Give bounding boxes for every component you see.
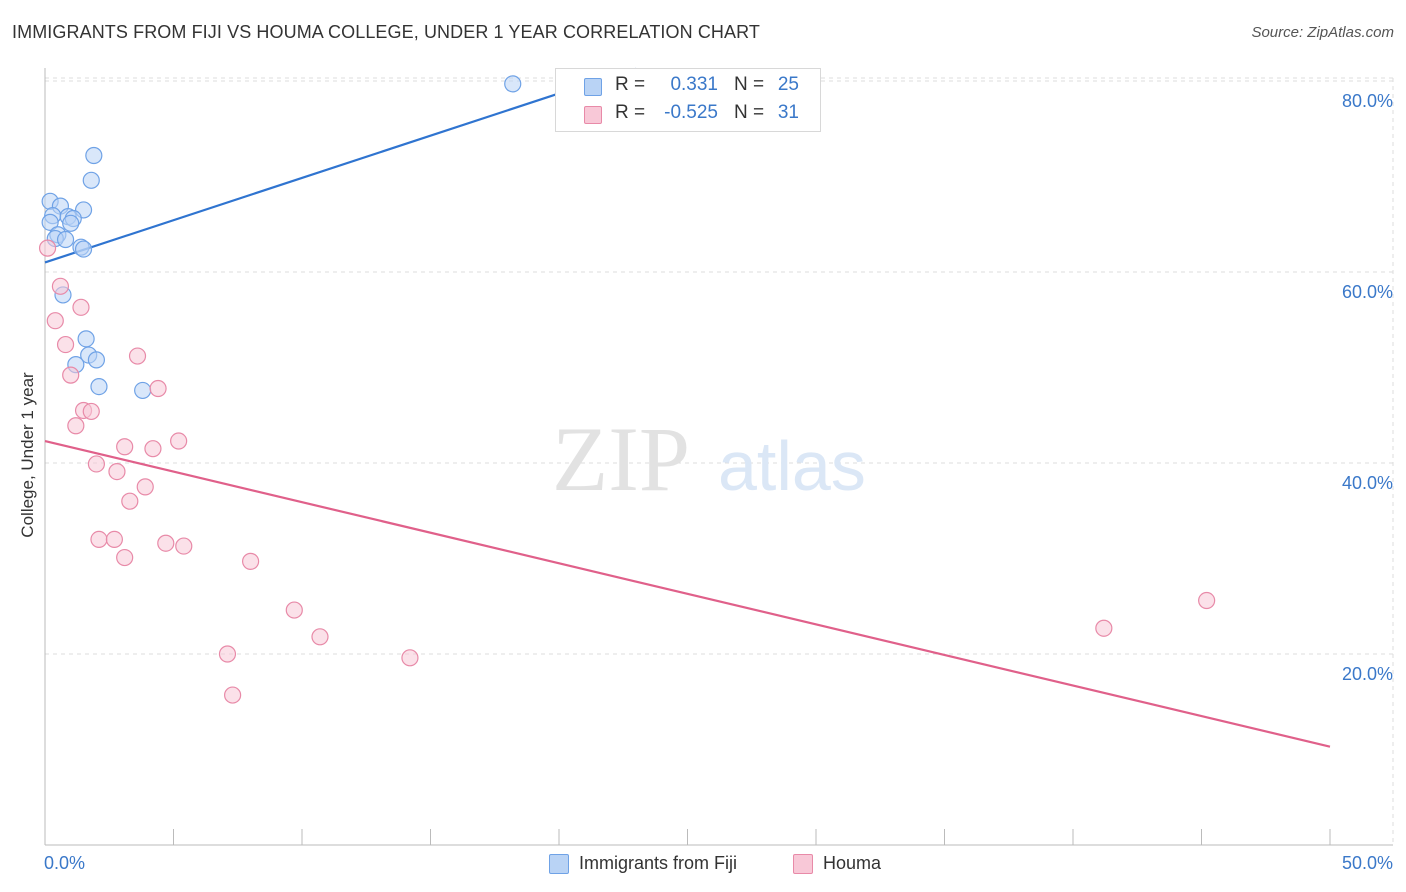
data-point-houma [401, 649, 419, 667]
data-point-fiji [134, 381, 152, 400]
data-point-houma [121, 492, 139, 510]
trend-line-houma [44, 439, 1331, 748]
data-point-fiji [504, 75, 522, 93]
legend-n-label: N = [734, 102, 765, 123]
data-point-houma [170, 432, 188, 450]
y-tick-label: 40.0% [1342, 473, 1393, 493]
legend-r-value-houma: -0.525 [664, 102, 718, 123]
legend-r-value-fiji: 0.331 [670, 74, 718, 95]
tick-labels: 0.0% 50.0% 20.0% 40.0% 60.0% 80.0% [44, 91, 1393, 873]
data-point-houma [108, 462, 126, 481]
legend-row-fiji: R = 0.331 N = 25 [556, 72, 820, 100]
y-tick-label: 60.0% [1342, 282, 1393, 302]
legend-swatch-houma [584, 106, 602, 124]
legend-n-value-houma: 31 [777, 102, 799, 123]
trend-line-fiji [44, 92, 560, 264]
data-point-houma [311, 628, 329, 646]
data-point-houma [62, 366, 80, 384]
data-point-houma [56, 335, 75, 354]
data-point-houma [128, 347, 147, 365]
data-point-fiji [56, 230, 75, 249]
series-swatch-houma [793, 854, 813, 874]
data-point-houma [90, 530, 108, 549]
legend-n-value-fiji: 25 [777, 74, 799, 95]
data-point-houma [38, 239, 57, 257]
data-point-houma [82, 402, 100, 421]
data-point-houma [149, 379, 167, 398]
legend-r-label: R = [615, 74, 646, 95]
data-point-houma [87, 455, 106, 473]
data-point-houma [157, 534, 175, 552]
data-point-houma [51, 277, 70, 295]
watermark-zip: ZIP [552, 408, 690, 510]
data-points [38, 75, 1216, 704]
series-label-houma: Houma [823, 853, 882, 873]
data-point-houma [46, 312, 64, 330]
data-point-houma [224, 686, 242, 704]
watermark-atlas: atlas [718, 427, 866, 505]
data-point-fiji [87, 351, 106, 369]
series-legend: Immigrants from Fiji Houma [0, 852, 1406, 876]
chart-title: IMMIGRANTS FROM FIJI VS HOUMA COLLEGE, U… [12, 22, 761, 42]
data-point-houma [105, 530, 123, 549]
x-tick-label-left: 0.0% [44, 853, 85, 873]
data-point-houma [218, 645, 237, 663]
correlation-legend: R = 0.331 N = 25 R = -0.525 N = 31 [555, 68, 821, 132]
data-point-houma [72, 298, 90, 316]
data-point-houma [242, 552, 260, 570]
legend-r-label: R = [615, 102, 646, 123]
series-label-fiji: Immigrants from Fiji [579, 853, 738, 873]
data-point-houma [116, 548, 134, 567]
data-point-houma [1095, 619, 1113, 637]
y-tick-label: 80.0% [1342, 91, 1393, 111]
data-point-houma [136, 478, 154, 496]
data-point-houma [67, 417, 85, 435]
series-swatch-fiji [549, 854, 569, 874]
chart-source: Source: ZipAtlas.com [1251, 24, 1394, 41]
data-point-fiji [85, 146, 103, 165]
data-point-houma [1198, 591, 1216, 610]
data-point-fiji [82, 171, 100, 189]
data-point-fiji [62, 214, 80, 232]
data-point-houma [144, 440, 162, 458]
data-point-fiji [74, 240, 93, 258]
x-tick-label-right: 50.0% [1342, 853, 1393, 873]
data-point-houma [116, 438, 134, 456]
data-point-houma [285, 601, 303, 619]
legend-n-label: N = [734, 74, 765, 95]
data-point-houma [175, 537, 193, 555]
data-point-fiji [90, 378, 108, 396]
data-point-fiji [41, 213, 59, 231]
y-tick-label: 20.0% [1342, 664, 1393, 684]
legend-row-houma: R = -0.525 N = 31 [556, 100, 820, 128]
legend-swatch-fiji [584, 78, 602, 96]
data-point-fiji [77, 330, 95, 348]
watermark: ZIP atlas [552, 408, 866, 510]
